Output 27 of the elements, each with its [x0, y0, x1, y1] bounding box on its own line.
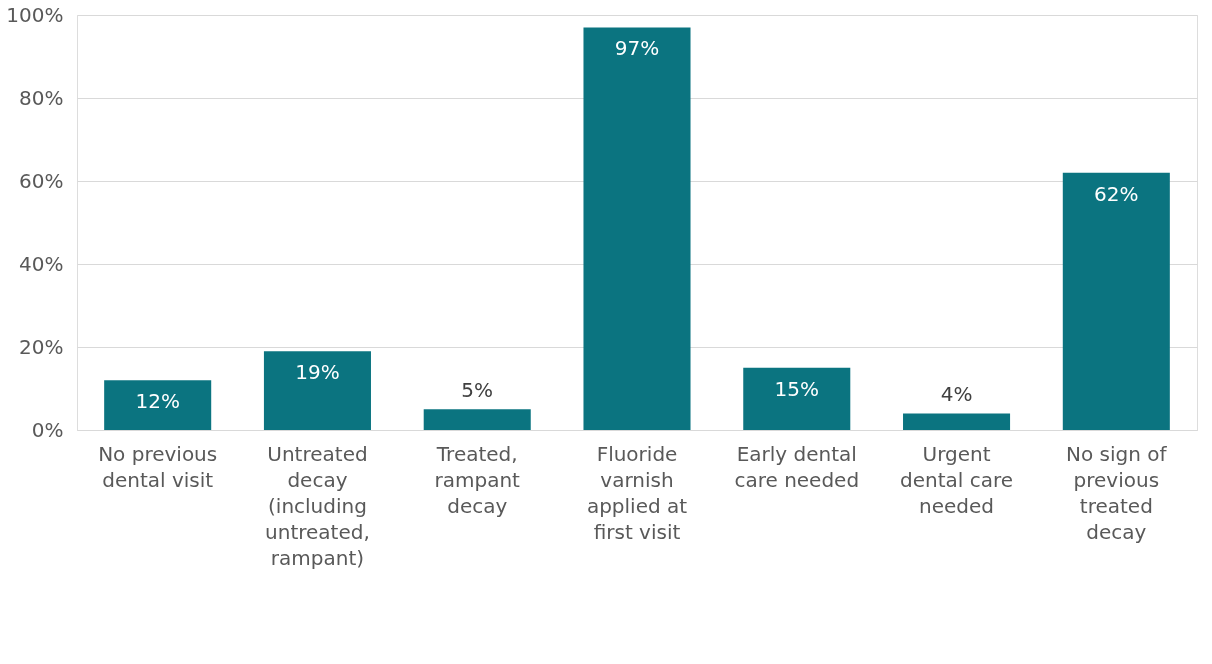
y-tick-label: 60%	[19, 168, 64, 193]
x-tick-label: Treated, rampant decay	[434, 441, 521, 518]
bar	[743, 367, 851, 430]
x-tick-label: No previous dental visit	[98, 441, 218, 492]
bar	[263, 351, 371, 430]
bar	[423, 409, 531, 430]
bar	[104, 380, 212, 430]
data-label: 4%	[940, 382, 973, 407]
y-tick-label: 40%	[19, 251, 64, 276]
x-tick-label: Fluoride varnish applied at first visit	[586, 441, 688, 544]
y-tick-label: 0%	[31, 417, 64, 442]
y-tick-label: 20%	[19, 334, 64, 359]
x-tick-label: Urgent dental care needed	[900, 441, 1014, 518]
y-tick-label: 80%	[19, 85, 64, 110]
x-tick-label: No sign of previous treated decay	[1066, 441, 1168, 544]
data-label: 62%	[1094, 181, 1139, 206]
bar	[583, 27, 691, 430]
x-tick-label: Untreated decay (including untreated, rampant)	[265, 441, 370, 570]
x-tick-label: Early dental care needed	[734, 441, 860, 492]
data-label: 97%	[614, 36, 660, 61]
data-label: 19%	[295, 360, 340, 385]
bar	[903, 413, 1011, 430]
bar	[1062, 172, 1170, 430]
y-tick-label: 100%	[6, 2, 64, 27]
data-label: 12%	[135, 389, 180, 414]
data-label: 5%	[461, 378, 494, 403]
data-label: 15%	[774, 376, 819, 401]
